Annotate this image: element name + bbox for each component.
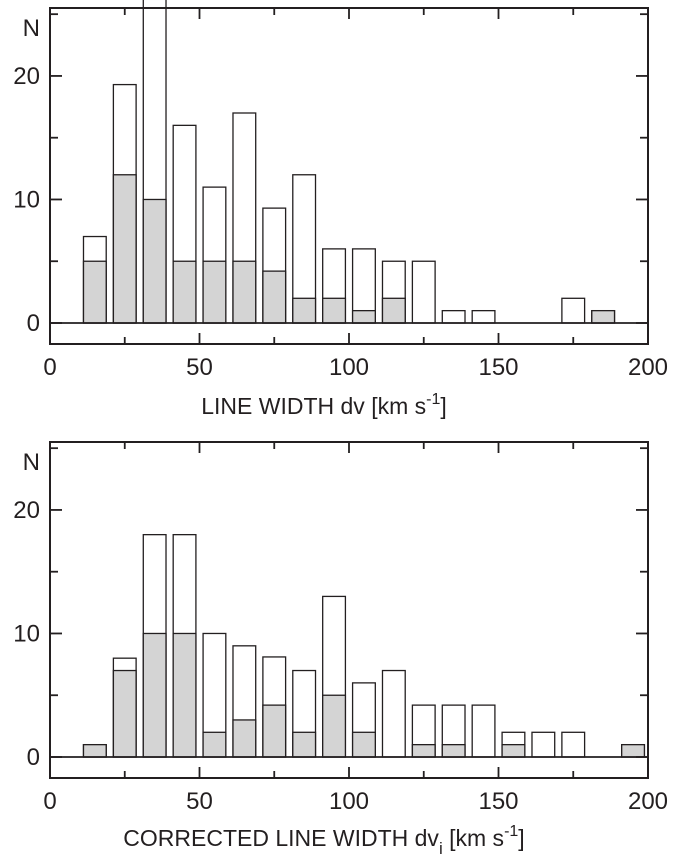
x-tick-label: 100 xyxy=(329,788,369,815)
bar-subset-10 xyxy=(381,297,406,324)
y-tick-label: 0 xyxy=(27,310,40,337)
x-tick-label: 200 xyxy=(628,354,668,381)
bar-subset-18 xyxy=(621,743,646,758)
bar-subset-6 xyxy=(262,704,287,758)
y-tick-label: 20 xyxy=(13,497,40,524)
x-axis-label-part: ] xyxy=(518,825,524,851)
bar-subset-9 xyxy=(351,731,376,758)
x-tick-label: 50 xyxy=(186,354,213,381)
bar-total-11 xyxy=(411,260,436,324)
bar-total-10 xyxy=(381,669,406,758)
bar-subset-1 xyxy=(112,669,137,758)
y-tick-label: 10 xyxy=(13,186,40,213)
y-axis-label: N xyxy=(23,449,40,476)
bar-subset-8 xyxy=(322,297,347,324)
bar-subset-5 xyxy=(232,719,257,758)
bar-subset-11 xyxy=(411,743,436,758)
plot-frame xyxy=(49,7,649,345)
y-axis-label: N xyxy=(23,15,40,42)
bar-subset-14 xyxy=(501,743,526,758)
bar-subset-6 xyxy=(262,270,287,324)
bar-subset-0 xyxy=(82,743,107,758)
x-axis-label-part: ] xyxy=(440,393,446,419)
bar-subset-7 xyxy=(292,297,317,324)
x-axis-label-part: i xyxy=(439,839,443,854)
y-tick-label: 20 xyxy=(13,63,40,90)
bar-subset-7 xyxy=(292,731,317,758)
bar-subset-3 xyxy=(172,632,197,758)
bar-subset-9 xyxy=(351,309,376,324)
histogram-corrected-line-width: 0 50 100 150 200 0 10 20 N CORRECTED LINE WIDTH d… xyxy=(13,441,668,854)
bar-subset-3 xyxy=(172,260,197,324)
bar-total-12 xyxy=(441,309,466,324)
x-tick-label: 100 xyxy=(329,354,369,381)
y-tick-label: 0 xyxy=(27,744,40,771)
bar-total-15 xyxy=(531,731,556,758)
x-axis-label-part: -1 xyxy=(426,391,440,408)
bar-total-13 xyxy=(471,309,496,324)
bar-subset-12 xyxy=(441,743,466,758)
x-axis-label-part: CORRECTED LINE WIDTH dv xyxy=(123,825,439,851)
bar-subset-4 xyxy=(202,260,227,324)
bar-subset-2 xyxy=(142,198,167,324)
bar-subset-4 xyxy=(202,731,227,758)
bar-subset-1 xyxy=(112,174,137,324)
x-axis-label: LINE WIDTH dv [km s-1] xyxy=(201,391,447,419)
bar-subset-17 xyxy=(591,309,616,324)
histogram-line-width: 0 50 100 150 200 0 10 20 N LINE WIDTH dv [km s-1] xyxy=(13,0,668,419)
x-axis-label-part: LINE WIDTH dv [km s xyxy=(201,393,426,419)
x-tick-label: 0 xyxy=(43,354,56,381)
x-tick-label: 0 xyxy=(43,788,56,815)
bar-subset-5 xyxy=(232,260,257,324)
bar-subset-2 xyxy=(142,632,167,758)
x-axis-label: CORRECTED LINE WIDTH dvi [km s-1] xyxy=(123,823,524,854)
bar-total-16 xyxy=(561,297,586,324)
x-tick-label: 50 xyxy=(186,788,213,815)
x-axis-label-part: -1 xyxy=(504,823,518,840)
y-tick-label: 10 xyxy=(13,620,40,647)
bar-subset-8 xyxy=(322,694,347,758)
bar-subset-0 xyxy=(82,260,107,324)
bar-total-16 xyxy=(561,731,586,758)
bar-total-13 xyxy=(471,704,496,758)
plot-frame xyxy=(49,441,649,779)
x-tick-label: 200 xyxy=(628,788,668,815)
x-axis-label-part: [km s xyxy=(443,825,504,851)
x-tick-label: 150 xyxy=(478,354,518,381)
x-tick-label: 150 xyxy=(478,788,518,815)
